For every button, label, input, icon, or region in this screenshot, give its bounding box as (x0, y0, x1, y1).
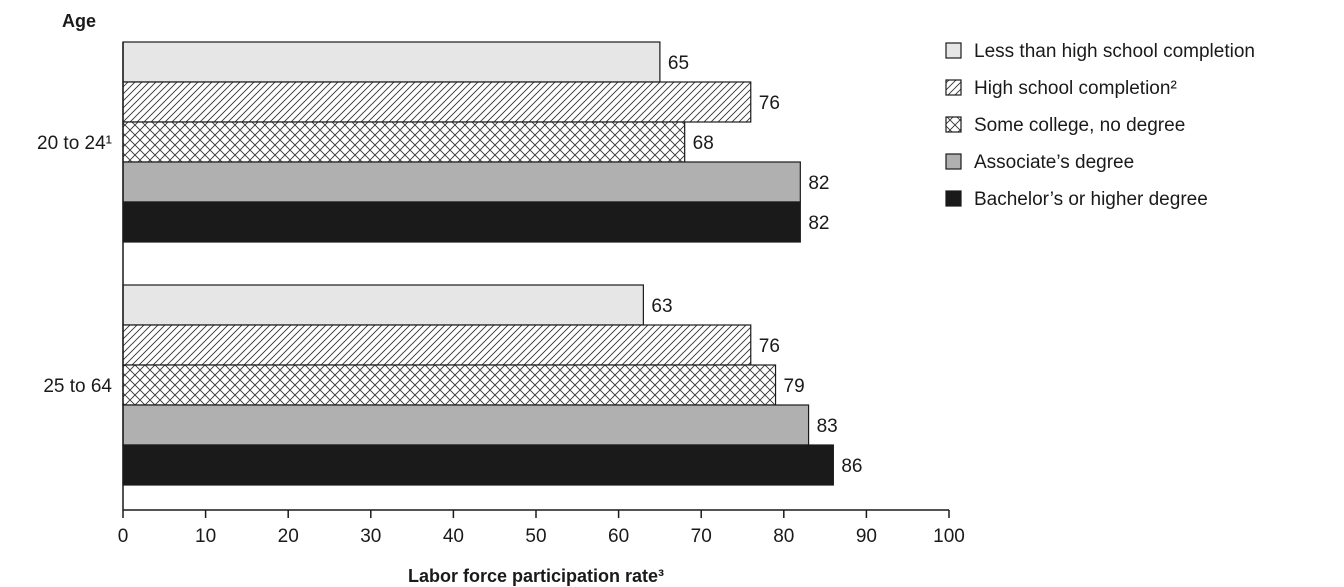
bar-value-label: 86 (841, 456, 862, 477)
bar (122, 364, 777, 406)
legend-swatch (945, 116, 962, 133)
bar-value-label: 76 (759, 336, 780, 357)
bar-value-label: 63 (651, 296, 672, 317)
bar (122, 324, 752, 366)
bar (122, 121, 686, 163)
bar-value-label: 83 (817, 416, 838, 437)
x-tick-label: 0 (118, 526, 129, 547)
x-axis-title: Labor force participation rate³ (408, 566, 664, 586)
bar-value-label: 79 (784, 376, 805, 397)
x-tick-label: 100 (933, 526, 965, 547)
x-tick-label: 70 (691, 526, 712, 547)
x-tick-label: 20 (278, 526, 299, 547)
bar-value-label: 76 (759, 93, 780, 114)
y-axis-title: Age (62, 11, 96, 31)
bar-value-label: 65 (668, 53, 689, 74)
x-tick-label: 60 (608, 526, 629, 547)
category-label: 25 to 64 (43, 376, 112, 397)
bar (122, 161, 801, 203)
legend-label: High school completion² (974, 78, 1177, 99)
x-tick-label: 10 (195, 526, 216, 547)
bar (122, 404, 810, 446)
legend-swatch (945, 79, 962, 96)
x-tick-label: 80 (773, 526, 794, 547)
legend-swatch (945, 153, 962, 170)
bar (122, 284, 644, 326)
x-tick-label: 40 (443, 526, 464, 547)
bar-value-label: 82 (808, 173, 829, 194)
legend-swatch (945, 190, 962, 207)
legend-label: Less than high school completion (974, 41, 1255, 62)
bar (122, 81, 752, 123)
legend-label: Bachelor’s or higher degree (974, 189, 1208, 210)
bar (122, 444, 834, 486)
x-tick-label: 30 (360, 526, 381, 547)
x-tick-label: 50 (525, 526, 546, 547)
bar (122, 41, 661, 83)
legend-label: Some college, no degree (974, 115, 1185, 136)
bar-value-label: 82 (808, 213, 829, 234)
legend-swatch (945, 42, 962, 59)
bar-value-label: 68 (693, 133, 714, 154)
x-tick-label: 90 (856, 526, 877, 547)
bar (122, 201, 801, 243)
category-label: 20 to 24¹ (37, 133, 112, 154)
legend: Less than high school completion High sch… (945, 41, 1255, 210)
legend-label: Associate’s degree (974, 152, 1134, 173)
